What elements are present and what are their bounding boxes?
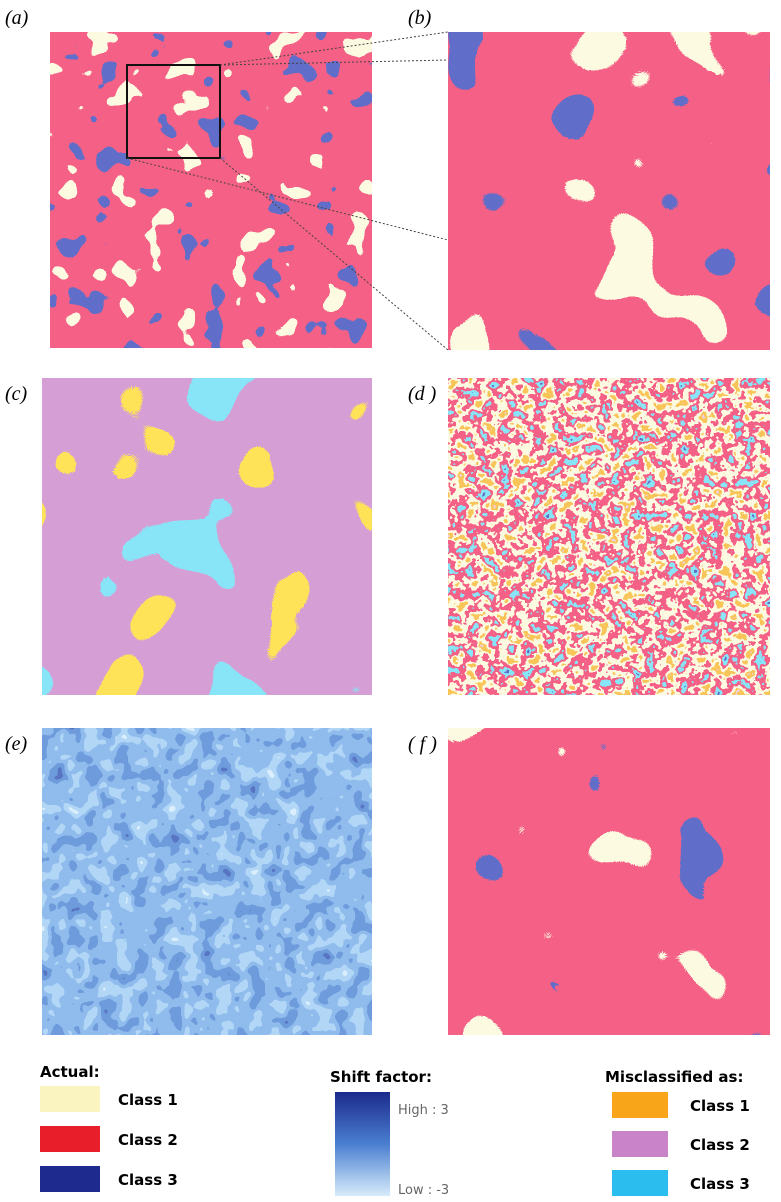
gradient-bar <box>335 1092 390 1196</box>
panel-label: ( f ) <box>408 733 437 755</box>
panel-label: (e) <box>5 733 28 755</box>
legend-label: Class 3 <box>690 1175 750 1193</box>
map-c <box>42 378 372 695</box>
legend-label: Class 3 <box>118 1171 178 1189</box>
legend-label: Class 1 <box>690 1097 750 1115</box>
swatch <box>612 1131 668 1157</box>
legend-label: Class 2 <box>118 1131 178 1149</box>
legend-title: Actual: <box>40 1063 100 1081</box>
gradient-label: High : 3 <box>398 1103 449 1118</box>
legend-label: Class 2 <box>690 1136 750 1154</box>
swatch <box>40 1166 100 1192</box>
legend-label: Class 1 <box>118 1091 178 1109</box>
map-e <box>42 728 372 1035</box>
figure: (a) (b) (c) (d ) (e) ( f ) Actual: Class… <box>0 0 781 1202</box>
swatch <box>40 1086 100 1112</box>
legend-title: Shift factor: <box>330 1068 432 1086</box>
map-f <box>448 728 770 1035</box>
swatch <box>40 1126 100 1152</box>
map-b <box>448 32 770 350</box>
gradient-label: Low : -3 <box>398 1183 449 1198</box>
legend-title: Misclassified as: <box>605 1068 743 1086</box>
panel-label: (d ) <box>408 383 437 405</box>
map-d <box>448 378 770 695</box>
swatch <box>612 1092 668 1118</box>
panel-label: (b) <box>408 7 432 29</box>
panel-label: (c) <box>5 383 28 405</box>
map-a <box>50 32 372 348</box>
panel-label: (a) <box>5 7 29 29</box>
swatch <box>612 1170 668 1196</box>
